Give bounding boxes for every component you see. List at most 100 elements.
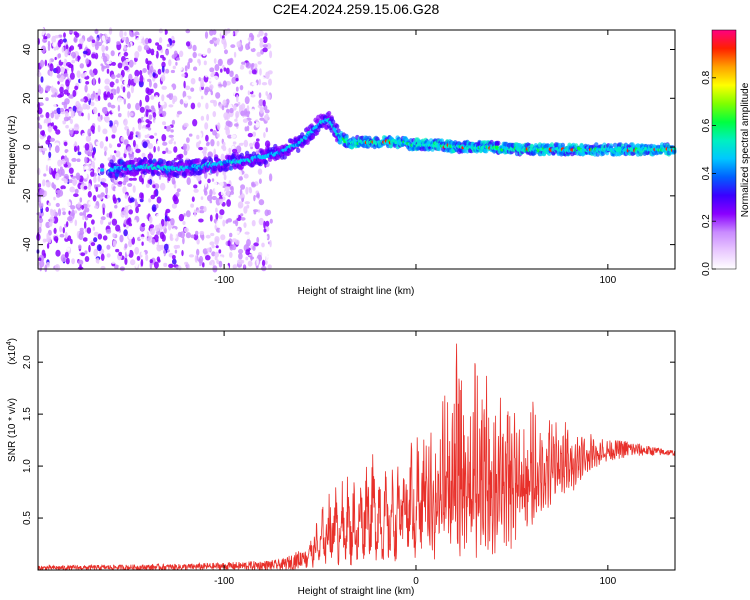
spectrogram-noise-cell (60, 254, 67, 263)
spectrogram-noise-cell (219, 226, 224, 234)
spectrogram-noise-cell (255, 138, 260, 142)
spectrogram-noise-cell (107, 193, 111, 200)
spectrogram-noise-cell (115, 78, 119, 84)
spectrogram-noise-cell (54, 116, 59, 120)
spectrogram-noise-cell (210, 73, 215, 78)
spectrogram-noise-cell (255, 194, 260, 198)
spectrogram-noise-cell (258, 78, 262, 86)
spectrogram-noise-cell (168, 59, 172, 67)
spectrogram-noise-cell (127, 78, 132, 87)
spectrogram-noise-cell (49, 137, 56, 142)
snr-axes: -100 0 100 0.5 1.0 1.5 2.0 (22, 331, 675, 587)
spectrogram-noise-cell (123, 65, 129, 71)
spectrogram-noise-cell (250, 47, 256, 53)
spectrogram-noise-cell (158, 138, 163, 146)
spectrogram-noise-cell (183, 72, 189, 79)
spectrogram-noise-cell (247, 260, 253, 267)
spectrogram-noise-cell (88, 244, 91, 253)
spectrogram-noise-cell (231, 76, 237, 84)
spectrogram-noise-cell (123, 229, 128, 237)
spectrogram-noise-cell (238, 195, 244, 199)
spectrogram-noise-cell (226, 231, 229, 238)
spectrogram-noise-cell (162, 150, 166, 155)
spectrogram-noise-cell (159, 101, 165, 106)
spectrogram-noise-cell (205, 234, 211, 239)
figure-title: C2E4.2024.259.15.06.G28 (273, 1, 440, 17)
spectrogram-noise-cell (207, 123, 212, 128)
spectrogram-noise-cell (205, 56, 209, 60)
spectrogram-noise-cell (91, 53, 97, 59)
spectrogram-noise-cell (198, 77, 201, 82)
spectrogram-noise-cell (109, 81, 115, 88)
spectrogram-noise-cell (244, 201, 250, 205)
spectrogram-noise-cell (49, 63, 54, 72)
spectrogram-noise-cell (232, 104, 237, 111)
spectrogram-ridge-cell (134, 170, 140, 176)
spectrogram-noise-cell (135, 37, 142, 45)
spectrogram-noise-cell (218, 256, 224, 262)
spectrogram-noise-cell (202, 146, 208, 152)
spectrogram-noise-cell (215, 207, 218, 213)
spectrogram-noise-cell (143, 31, 146, 39)
spectrogram-noise-cell (41, 130, 45, 137)
spectrogram-noise-cell (45, 164, 49, 172)
spectrogram-noise-cell (163, 262, 168, 267)
spectrogram-noise-cell (56, 107, 62, 115)
spectrogram-noise-cell (186, 177, 191, 186)
spectrogram-noise-cell (221, 105, 225, 111)
spectrogram-noise-cell (168, 104, 174, 108)
spectrogram-noise-cell (105, 228, 112, 234)
spectrogram-noise-cell (183, 227, 189, 233)
spectrogram-noise-cell (48, 165, 52, 174)
spectrogram-noise-cell (123, 148, 128, 155)
spectrogram-noise-cell (220, 68, 223, 73)
spectrogram-noise-cell (237, 259, 243, 265)
spectrogram-noise-cell (204, 88, 209, 96)
spectrogram-noise-cell (130, 85, 134, 94)
spectrogram-noise-cell (171, 203, 177, 209)
spectrogram-noise-cell (185, 240, 189, 247)
spectrogram-noise-cell (84, 84, 88, 93)
spectrogram-noise-cell (102, 183, 109, 188)
spectrogram-noise-cell (230, 190, 234, 195)
spectrogram-noise-cell (39, 260, 45, 268)
spectrogram-noise-cell (200, 82, 205, 88)
spectrogram-noise-cell (139, 70, 143, 76)
spectrogram-noise-cell (178, 213, 185, 222)
spectrogram-noise-cell (149, 135, 155, 139)
spectrogram-noise-cell (165, 68, 170, 74)
spectrogram-ridge-cell (156, 171, 161, 177)
spectrogram-noise-cell (248, 70, 252, 75)
spectrogram-noise-cell (87, 238, 92, 242)
spectrogram-noise-cell (251, 37, 254, 41)
spectrogram-noise-cell (247, 132, 253, 138)
spectrogram-noise-cell (227, 121, 233, 128)
spectrogram-noise-cell (84, 227, 88, 233)
spectrogram-noise-cell (269, 50, 273, 59)
spectrogram-noise-cell (62, 227, 65, 234)
spectrogram-noise-cell (218, 214, 223, 220)
spectrogram-noise-cell (165, 49, 169, 56)
spectrogram-noise-cell (258, 178, 262, 184)
spectrogram-noise-cell (245, 186, 249, 195)
spectrogram-noise-cell (54, 35, 60, 39)
spectrogram-noise-cell (74, 219, 78, 227)
spectrogram-noise-cell (207, 194, 213, 202)
spectrogram-noise-cell (71, 179, 78, 185)
spectrogram-ridge-cell (99, 164, 105, 170)
spectrogram-noise-cell (234, 118, 238, 122)
spectrogram-noise-cell (92, 77, 96, 86)
spectrogram-noise-cell (264, 115, 267, 120)
spectrogram-noise-cell (148, 198, 152, 203)
spectrogram-ridge-cell (496, 140, 501, 146)
spectrogram-noise-cell (123, 139, 129, 145)
spectrogram-noise-cell (59, 38, 64, 45)
spectrogram-noise-cell (69, 30, 74, 34)
spectrogram-noise-cell (46, 232, 49, 240)
spectrogram-noise-cell (97, 95, 101, 101)
spectrogram-noise-cell (185, 117, 190, 123)
spectrogram-noise-cell (258, 199, 265, 206)
spectrogram-noise-cell (243, 206, 248, 214)
spectrogram-noise-cell (143, 45, 150, 51)
